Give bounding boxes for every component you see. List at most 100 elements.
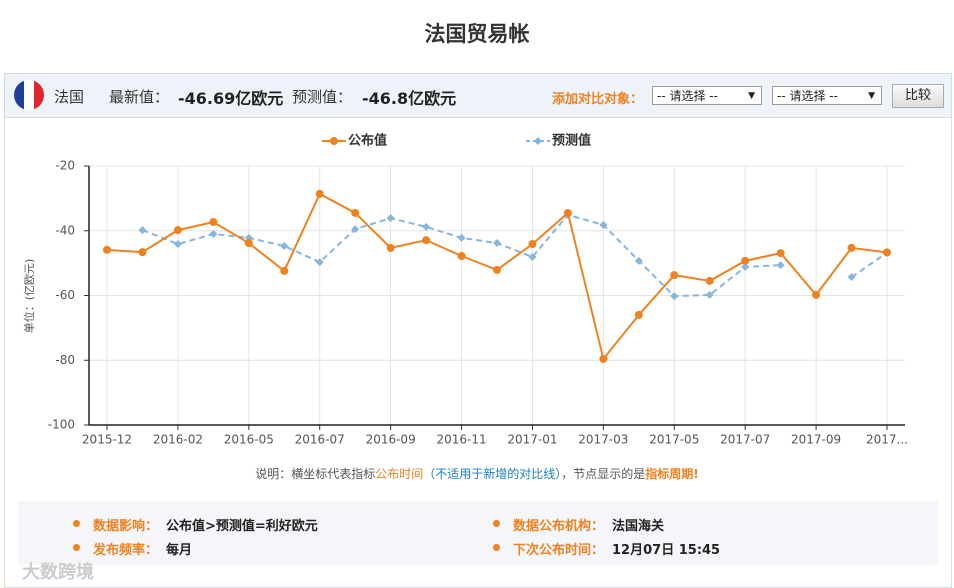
x-tick-label: 2016-07 — [295, 433, 345, 447]
point — [670, 292, 679, 301]
compare-button[interactable]: 比较 — [892, 84, 944, 108]
info-item: 下次公布时间： 12月07日 15:45 — [513, 539, 720, 558]
bullet — [493, 520, 500, 527]
info-item: 数据影响： 公布值>预测值=利好欧元 — [93, 515, 318, 534]
page-title: 法国贸易帐 — [424, 22, 530, 46]
y-tick-label: -20 — [55, 159, 75, 173]
point — [741, 263, 750, 272]
point — [173, 226, 182, 235]
y-tick-label: -60 — [55, 288, 75, 302]
info-box — [18, 501, 938, 565]
bullet — [73, 520, 80, 527]
legend-label: 公布值 — [348, 133, 387, 149]
select[interactable]: -- 请选择 -- ▼ — [772, 86, 882, 105]
point — [209, 229, 218, 238]
info-value: 每月 — [166, 543, 193, 558]
note-text: 说明：横坐标代表指标 — [255, 467, 376, 481]
bullet — [493, 544, 500, 551]
point — [422, 236, 431, 245]
point — [705, 276, 714, 285]
note-text: ，节点显示的是 — [561, 467, 646, 481]
x-tick-label: 2016-11 — [436, 433, 486, 447]
point — [280, 266, 289, 275]
point — [351, 225, 360, 234]
point — [776, 261, 785, 270]
x-tick-label: 2017-09 — [791, 433, 841, 447]
compare-label: 添加对比对象： — [552, 92, 644, 107]
info-value: 12月07日 15:45 — [612, 543, 721, 558]
point — [812, 290, 821, 299]
note: 说明：横坐标代表指标公布时间（不适用于新增的对比线），节点显示的是指标周期! — [0, 465, 954, 482]
x-tick-label: 2016-09 — [366, 433, 416, 447]
y-tick-label: -100 — [48, 418, 75, 432]
point — [528, 240, 537, 249]
point — [705, 290, 714, 299]
info-value: 公布值>预测值=利好欧元 — [166, 519, 318, 534]
x-tick-label: 2017-07 — [720, 433, 770, 447]
info-value: 法国海关 — [612, 519, 665, 534]
point — [599, 354, 608, 363]
point — [670, 271, 679, 280]
point — [634, 256, 643, 265]
select-text: -- 请选择 -- — [777, 89, 838, 103]
point — [280, 241, 289, 250]
note-highlight: 公布时间 — [375, 467, 424, 481]
x-tick-label: 2016-05 — [224, 433, 274, 447]
y-axis-label: 单位：(亿欧元) — [22, 259, 36, 334]
x-tick-label: 2015-12 — [82, 433, 132, 447]
y-tick-label: -80 — [55, 353, 75, 367]
point — [493, 239, 501, 248]
point — [776, 249, 785, 258]
series-line — [106, 192, 888, 362]
legend-marker — [534, 137, 542, 145]
point — [422, 222, 431, 231]
arrow-icon: ▼ — [868, 91, 875, 101]
point — [883, 248, 891, 257]
select-text: -- 请选择 -- — [657, 89, 718, 103]
point — [315, 258, 324, 267]
point — [528, 252, 537, 261]
info-label: 下次公布时间： — [513, 543, 605, 558]
point — [315, 189, 324, 198]
point — [138, 226, 147, 235]
point — [493, 265, 501, 274]
select[interactable]: -- 请选择 -- ▼ — [652, 86, 762, 105]
point — [351, 208, 360, 217]
country: 法国 — [54, 88, 85, 106]
flag-icon — [14, 80, 44, 110]
chart: -20 -40 -60 -80 -100 2015-12 2016-02 2016-05 201… — [22, 133, 908, 447]
point — [103, 245, 111, 254]
point — [634, 310, 643, 319]
note-highlight: 指标周期! — [645, 467, 699, 481]
arrow-icon: ▼ — [748, 91, 755, 101]
info-label: 数据公布机构： — [513, 519, 605, 534]
x-tick-label: 2017-05 — [649, 433, 699, 447]
point — [457, 233, 466, 242]
point — [563, 208, 572, 217]
point — [386, 243, 395, 252]
x-tick-label: 2017-03 — [578, 433, 628, 447]
point — [847, 273, 856, 282]
x-tick-label: 2017-01 — [507, 433, 557, 447]
info-item: 发布频率： 每月 — [93, 539, 192, 558]
point — [457, 252, 466, 261]
latest-label: 最新值： — [109, 88, 170, 106]
note-text: （不适用于新增的对比线） — [423, 467, 562, 481]
y-tick-label: -40 — [55, 223, 75, 237]
series-line — [142, 213, 888, 298]
legend-label: 预测值 — [552, 133, 591, 149]
x-tick-label: 2017... — [866, 433, 908, 447]
point — [244, 239, 253, 248]
point — [209, 218, 218, 227]
legend-marker — [330, 137, 338, 145]
point — [173, 240, 182, 249]
watermark: 大数跨境 — [22, 562, 94, 583]
bullet — [73, 544, 80, 551]
point — [386, 214, 395, 223]
x-tick-label: 2016-02 — [153, 433, 203, 447]
info-label: 发布频率： — [93, 543, 159, 558]
info-item: 数据公布机构： 法国海关 — [513, 515, 664, 534]
point — [138, 248, 147, 257]
latest-value: -46.69亿欧元 — [178, 89, 284, 108]
